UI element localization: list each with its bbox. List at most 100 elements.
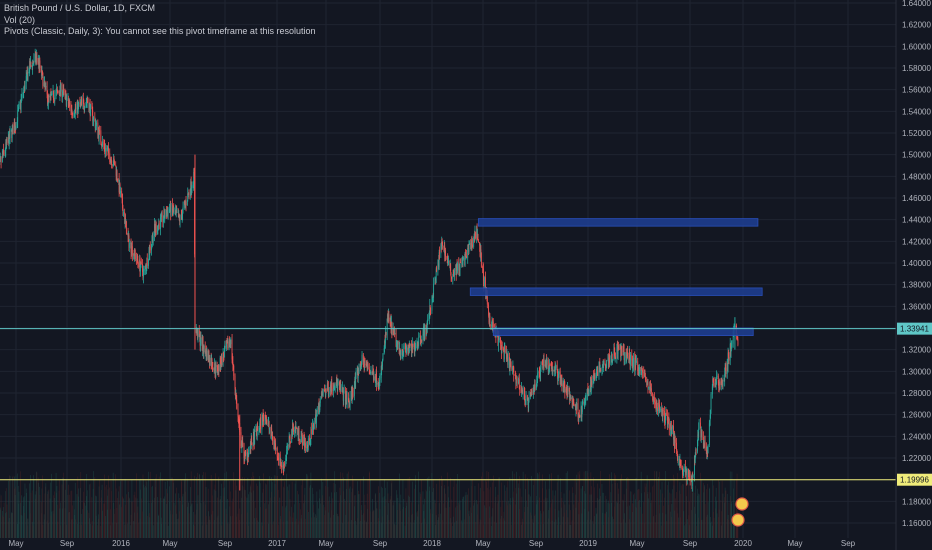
candle-body bbox=[215, 364, 217, 374]
event-badge-icon[interactable] bbox=[731, 513, 745, 527]
volume-bar bbox=[727, 514, 729, 538]
candle-body bbox=[232, 362, 234, 366]
support-price-tag[interactable] bbox=[897, 473, 932, 486]
price-scale[interactable] bbox=[896, 0, 932, 550]
volume-bar bbox=[291, 506, 293, 538]
volume-bar bbox=[339, 487, 341, 538]
time-axis[interactable]: May Sep 2016 May Sep 2017 May Sep 2018 May Sep 2019… bbox=[8, 539, 855, 548]
volume-bar bbox=[385, 487, 386, 538]
volume-bar bbox=[31, 490, 33, 538]
volume-indicator-label[interactable]: Vol (20) bbox=[4, 14, 36, 25]
price-axis[interactable]: 1.640001.620001.600001.580001.560001.540… bbox=[897, 0, 932, 528]
candle-body bbox=[101, 145, 103, 147]
candle-body bbox=[220, 365, 222, 368]
volume-bar bbox=[588, 476, 589, 538]
volume-bar bbox=[61, 484, 63, 538]
supply-zone-rect[interactable] bbox=[469, 287, 763, 296]
volume-bar bbox=[368, 473, 370, 538]
volume-bar bbox=[37, 477, 39, 538]
volume-bar bbox=[170, 477, 172, 538]
candle-body bbox=[465, 252, 466, 258]
candle-body bbox=[214, 363, 216, 372]
candle-body bbox=[617, 346, 619, 355]
volume-bar bbox=[510, 504, 512, 538]
candle-body bbox=[535, 384, 537, 390]
candle-body bbox=[545, 364, 547, 366]
candle-body bbox=[590, 381, 592, 391]
volume-bar bbox=[128, 491, 129, 538]
candle-body bbox=[281, 465, 282, 468]
volume-bar bbox=[444, 507, 446, 538]
volume-bar bbox=[465, 500, 466, 538]
supply-zone-rect[interactable] bbox=[492, 327, 754, 336]
candle-body bbox=[462, 261, 463, 265]
candle-body bbox=[668, 416, 670, 424]
event-badge-icon[interactable] bbox=[735, 497, 749, 511]
volume-bar bbox=[41, 488, 43, 538]
candle-body bbox=[229, 341, 231, 343]
volume-bar bbox=[373, 511, 374, 538]
volume-bar bbox=[528, 480, 529, 538]
volume-bar bbox=[179, 501, 181, 538]
volume-bar bbox=[360, 480, 361, 538]
volume-bar bbox=[473, 503, 475, 538]
volume-bar bbox=[227, 523, 229, 538]
volume-bar bbox=[245, 490, 246, 538]
candle-body bbox=[50, 94, 51, 95]
candle-body bbox=[558, 371, 560, 375]
candle-body bbox=[540, 367, 541, 376]
volume-bar bbox=[216, 517, 218, 538]
volume-bar bbox=[593, 477, 594, 538]
volume-bar bbox=[11, 512, 12, 538]
candle-body bbox=[449, 264, 451, 266]
volume-bar bbox=[697, 495, 699, 538]
candle-body bbox=[178, 213, 180, 218]
price-tick-label: 1.30000 bbox=[902, 367, 931, 376]
current-price-tag[interactable] bbox=[897, 322, 932, 335]
candle-body bbox=[468, 245, 470, 252]
price-tick-label: 1.60000 bbox=[902, 42, 931, 51]
volume-bar bbox=[619, 478, 621, 538]
event-badges[interactable] bbox=[731, 497, 749, 527]
candle-body bbox=[585, 395, 587, 400]
candle-body bbox=[11, 130, 13, 138]
horizontal-lines[interactable] bbox=[0, 328, 896, 481]
candle-body bbox=[97, 131, 99, 136]
candle-body bbox=[384, 340, 386, 348]
candle-body bbox=[706, 452, 708, 458]
candle-body bbox=[166, 212, 168, 217]
candle-body bbox=[554, 366, 556, 371]
volume-bar bbox=[392, 505, 394, 538]
price-tick-label: 1.42000 bbox=[902, 237, 931, 246]
candle-body bbox=[480, 249, 481, 257]
candle-body bbox=[56, 89, 57, 92]
candle-body bbox=[695, 449, 697, 452]
candle-body bbox=[83, 106, 85, 109]
volume-bar bbox=[257, 485, 258, 538]
volume-bar bbox=[127, 523, 128, 538]
candle-body bbox=[683, 471, 685, 473]
volume-bar bbox=[639, 499, 640, 538]
volume-bar bbox=[387, 514, 388, 538]
pivots-indicator-label[interactable]: Pivots (Classic, Daily, 3): You cannot s… bbox=[4, 26, 316, 36]
time-tick-label: May bbox=[8, 539, 23, 548]
volume-bar bbox=[339, 495, 341, 538]
candle-body bbox=[640, 369, 642, 372]
supply-zone-rect[interactable] bbox=[477, 218, 759, 227]
volume-bar bbox=[726, 493, 728, 538]
candle-body bbox=[667, 415, 668, 428]
symbol-title[interactable]: British Pound / U.S. Dollar, 1D, FXCM bbox=[4, 3, 156, 13]
candle-body bbox=[66, 99, 68, 106]
volume-bar bbox=[139, 518, 141, 538]
volume-bar bbox=[39, 486, 40, 538]
supply-zones[interactable] bbox=[469, 218, 763, 336]
volume-bar bbox=[661, 525, 662, 538]
volume-bar bbox=[559, 524, 561, 538]
candle-body bbox=[676, 450, 678, 455]
candle-body bbox=[587, 388, 588, 395]
volume-bar bbox=[399, 473, 400, 538]
volume-bar bbox=[259, 476, 260, 538]
volume-bar bbox=[370, 521, 372, 538]
